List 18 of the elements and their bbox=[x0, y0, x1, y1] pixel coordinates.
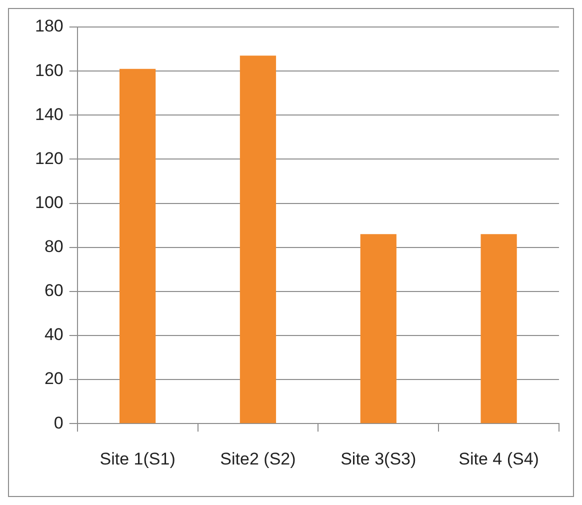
bar bbox=[240, 56, 276, 424]
y-tick-label: 60 bbox=[44, 281, 64, 300]
bar bbox=[360, 234, 396, 424]
y-tick-label: 140 bbox=[34, 104, 64, 124]
x-tick-label: Site 1(S1) bbox=[100, 449, 176, 468]
y-tick-label: 40 bbox=[44, 325, 64, 344]
x-tick-label: Site 4 (S4) bbox=[458, 449, 539, 468]
bar bbox=[120, 68, 156, 424]
y-tick-label: 120 bbox=[34, 148, 64, 168]
x-tick-label: Site2 (S2) bbox=[220, 449, 296, 468]
y-tick-label: 80 bbox=[44, 237, 64, 256]
y-tick-label: 160 bbox=[34, 60, 64, 80]
y-tick-label: 180 bbox=[34, 16, 64, 36]
y-tick-label: 0 bbox=[54, 413, 64, 432]
y-tick-label: 20 bbox=[44, 369, 64, 388]
y-tick-label: 100 bbox=[34, 192, 64, 212]
bar bbox=[480, 234, 517, 424]
x-tick-label: Site 3(S3) bbox=[340, 449, 416, 468]
